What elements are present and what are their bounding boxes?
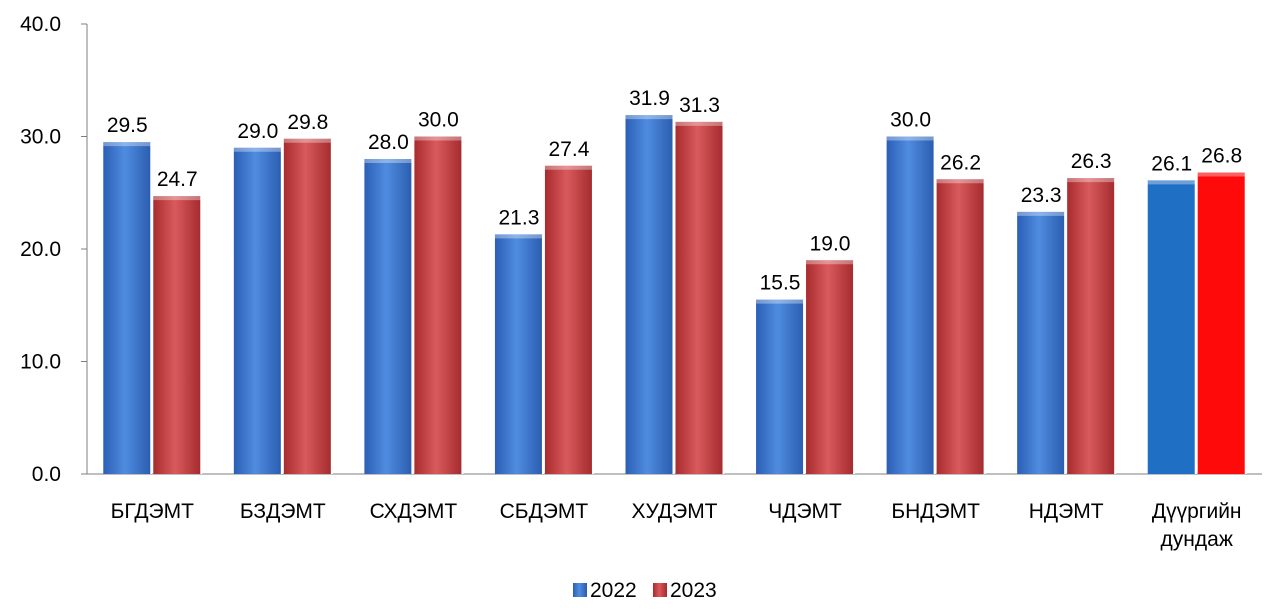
y-tick-label: 40.0 [20, 13, 61, 36]
data-label: 29.5 [107, 114, 148, 137]
bar-top-sheen [364, 159, 413, 163]
data-label: 26.1 [1151, 152, 1192, 175]
bar-2023-4 [675, 121, 724, 474]
data-label: 31.9 [629, 87, 670, 110]
bar-2022-4 [625, 115, 674, 474]
bar-top-sheen [494, 234, 543, 239]
bar-top-sheen [103, 142, 152, 147]
bar-2023-0 [153, 196, 202, 474]
bar-top-sheen [233, 147, 282, 152]
x-tick-label: Дүүргийн [1152, 500, 1242, 523]
data-label: 29.0 [237, 120, 278, 143]
bar-2022-2 [364, 159, 413, 474]
bar-top-sheen [1067, 178, 1116, 183]
x-tick-label: НДЭМТ [1029, 500, 1104, 523]
bar-top-sheen [625, 115, 674, 120]
x-tick-label: БЗДЭМТ [240, 500, 326, 523]
data-label: 30.0 [418, 109, 459, 132]
legend-label: 2022 [590, 579, 637, 602]
bar-top-sheen [675, 121, 724, 126]
legend-label: 2023 [670, 579, 717, 602]
bar-2022-1 [233, 147, 282, 474]
bar-top-sheen [153, 196, 202, 201]
data-label: 23.3 [1021, 184, 1062, 207]
x-tick-label: дундаж [1161, 528, 1233, 551]
data-label: 29.8 [287, 111, 328, 134]
bar-top-sheen [886, 136, 935, 141]
bar-top-sheen [414, 136, 463, 141]
x-tick-label: СХДЭМТ [370, 500, 458, 523]
x-tick-label: СБДЭМТ [500, 500, 589, 523]
legend-swatch-2022 [573, 583, 587, 597]
y-tick-label: 30.0 [20, 126, 61, 149]
bar-2022-7 [1017, 211, 1066, 474]
bar-2023-6 [936, 179, 985, 474]
bar-2023-3 [544, 165, 593, 474]
data-label: 26.8 [1201, 145, 1242, 168]
bar-2023-2 [414, 136, 463, 474]
legend-swatch-2023 [653, 583, 667, 597]
bar-top-sheen [756, 299, 805, 304]
bars [103, 115, 1247, 474]
bar-2023-1 [283, 138, 332, 474]
bar-2022-8 [1147, 180, 1196, 474]
data-label: 19.0 [810, 232, 851, 255]
bar-2022-5 [756, 299, 805, 474]
labels: 29.5 24.7 БГДЭМТ 29.0 29.8 БЗДЭМТ 28.0 30.0 СХДЭ… [107, 87, 1242, 551]
bar-2023-8 [1197, 172, 1246, 474]
y-tick-label: 0.0 [32, 463, 61, 486]
data-label: 21.3 [499, 206, 540, 229]
x-tick-label: ЧДЭМТ [768, 500, 842, 523]
bar-top-sheen [936, 179, 985, 184]
x-tick-label: БНДЭМТ [891, 500, 980, 523]
bar-2022-6 [886, 136, 935, 474]
bar-top-sheen [1147, 180, 1196, 185]
x-tick-label: БГДЭМТ [111, 500, 195, 523]
x-tick-label: ХУДЭМТ [631, 500, 717, 523]
bar-2022-3 [494, 234, 543, 474]
bar-top-sheen [283, 138, 332, 143]
legend: 2022 2023 [573, 579, 717, 602]
data-label: 27.4 [549, 138, 590, 161]
bar-2023-5 [806, 260, 855, 474]
bar-top-sheen [544, 165, 593, 170]
data-label: 26.3 [1071, 150, 1112, 173]
data-label: 30.0 [890, 109, 931, 132]
data-label: 26.2 [940, 151, 981, 174]
bar-top-sheen [1017, 211, 1066, 216]
data-label: 31.3 [679, 94, 720, 117]
y-tick-label: 10.0 [20, 351, 61, 374]
bar-top-sheen [806, 260, 855, 265]
bar-2023-7 [1067, 178, 1116, 474]
bar-top-sheen [1197, 172, 1246, 177]
data-label: 24.7 [157, 168, 198, 191]
y-tick-label: 20.0 [20, 238, 61, 261]
data-label: 28.0 [368, 131, 409, 154]
data-label: 15.5 [760, 272, 801, 295]
bar-2022-0 [103, 142, 152, 474]
